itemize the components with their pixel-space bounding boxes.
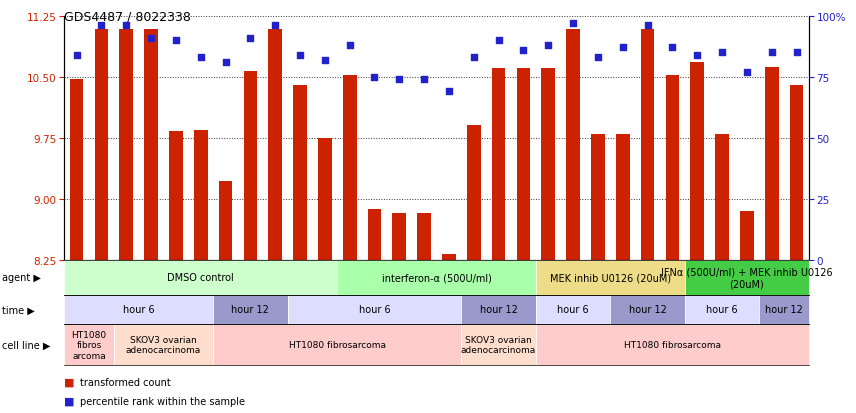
Bar [616,134,629,260]
Bar [145,30,158,260]
Text: hour 6: hour 6 [359,305,390,315]
Point [417,76,431,83]
Text: MEK inhib U0126 (20uM): MEK inhib U0126 (20uM) [550,273,671,283]
Bar [95,30,108,260]
Point [367,74,381,81]
Text: hour 6: hour 6 [557,305,589,315]
Text: DMSO control: DMSO control [168,273,234,283]
Bar [716,134,728,260]
Point [591,55,604,61]
Text: hour 12: hour 12 [231,305,270,315]
Text: hour 12: hour 12 [479,305,518,315]
Bar [343,76,356,260]
Text: hour 12: hour 12 [765,305,803,315]
Bar [567,30,580,260]
Bar [666,76,679,260]
Text: interferon-α (500U/ml): interferon-α (500U/ml) [382,273,491,283]
Bar [492,69,505,260]
Text: hour 6: hour 6 [706,305,738,315]
Bar [318,138,331,260]
Text: HT1080 fibrosarcoma: HT1080 fibrosarcoma [288,340,386,349]
Bar [244,72,257,260]
Text: HT1080
fibros
arcoma: HT1080 fibros arcoma [71,330,107,360]
Bar [393,214,406,260]
Point [764,50,778,57]
Bar [368,210,381,260]
Point [318,57,331,64]
Point [193,55,207,61]
Bar [194,131,207,260]
Text: transformed count: transformed count [80,377,170,387]
Point [392,76,406,83]
Point [740,69,753,76]
Text: GDS4487 / 8022338: GDS4487 / 8022338 [64,10,191,23]
Text: HT1080 fibrosarcoma: HT1080 fibrosarcoma [624,340,721,349]
Point [119,23,133,30]
Point [218,59,232,66]
Bar [517,69,530,260]
Point [442,89,455,95]
Point [491,38,505,44]
Point [541,43,555,49]
Text: time ▶: time ▶ [2,305,34,315]
Point [516,47,530,54]
Point [293,52,306,59]
Point [566,21,580,27]
Bar [418,214,431,260]
Text: IFNα (500U/ml) + MEK inhib U0126
(20uM): IFNα (500U/ml) + MEK inhib U0126 (20uM) [661,267,833,289]
Bar [294,85,306,260]
Bar [542,69,555,260]
Point [69,52,83,59]
Bar [691,63,704,260]
Bar [120,30,133,260]
Point [144,35,158,42]
Text: agent ▶: agent ▶ [2,273,40,283]
Text: percentile rank within the sample: percentile rank within the sample [80,396,245,406]
Text: SKOV3 ovarian
adenocarcinoma: SKOV3 ovarian adenocarcinoma [126,335,201,354]
Bar [467,126,480,260]
Bar [269,30,282,260]
Point [94,23,108,30]
Bar [169,132,182,260]
Bar [641,30,654,260]
Bar [219,181,232,260]
Bar [765,68,778,260]
Point [690,52,704,59]
Point [467,55,480,61]
Bar [443,254,455,260]
Point [169,38,182,44]
Text: ■: ■ [64,396,74,406]
Bar [740,211,753,260]
Text: SKOV3 ovarian
adenocarcinoma: SKOV3 ovarian adenocarcinoma [461,335,536,354]
Point [715,50,728,57]
Point [268,23,282,30]
Point [615,45,629,52]
Bar [70,80,83,260]
Bar [591,134,604,260]
Text: ■: ■ [64,377,74,387]
Text: hour 12: hour 12 [628,305,667,315]
Text: hour 6: hour 6 [123,305,154,315]
Point [342,43,356,49]
Point [243,35,257,42]
Point [640,23,654,30]
Point [665,45,679,52]
Bar [790,85,803,260]
Text: cell line ▶: cell line ▶ [2,340,51,350]
Point [789,50,803,57]
